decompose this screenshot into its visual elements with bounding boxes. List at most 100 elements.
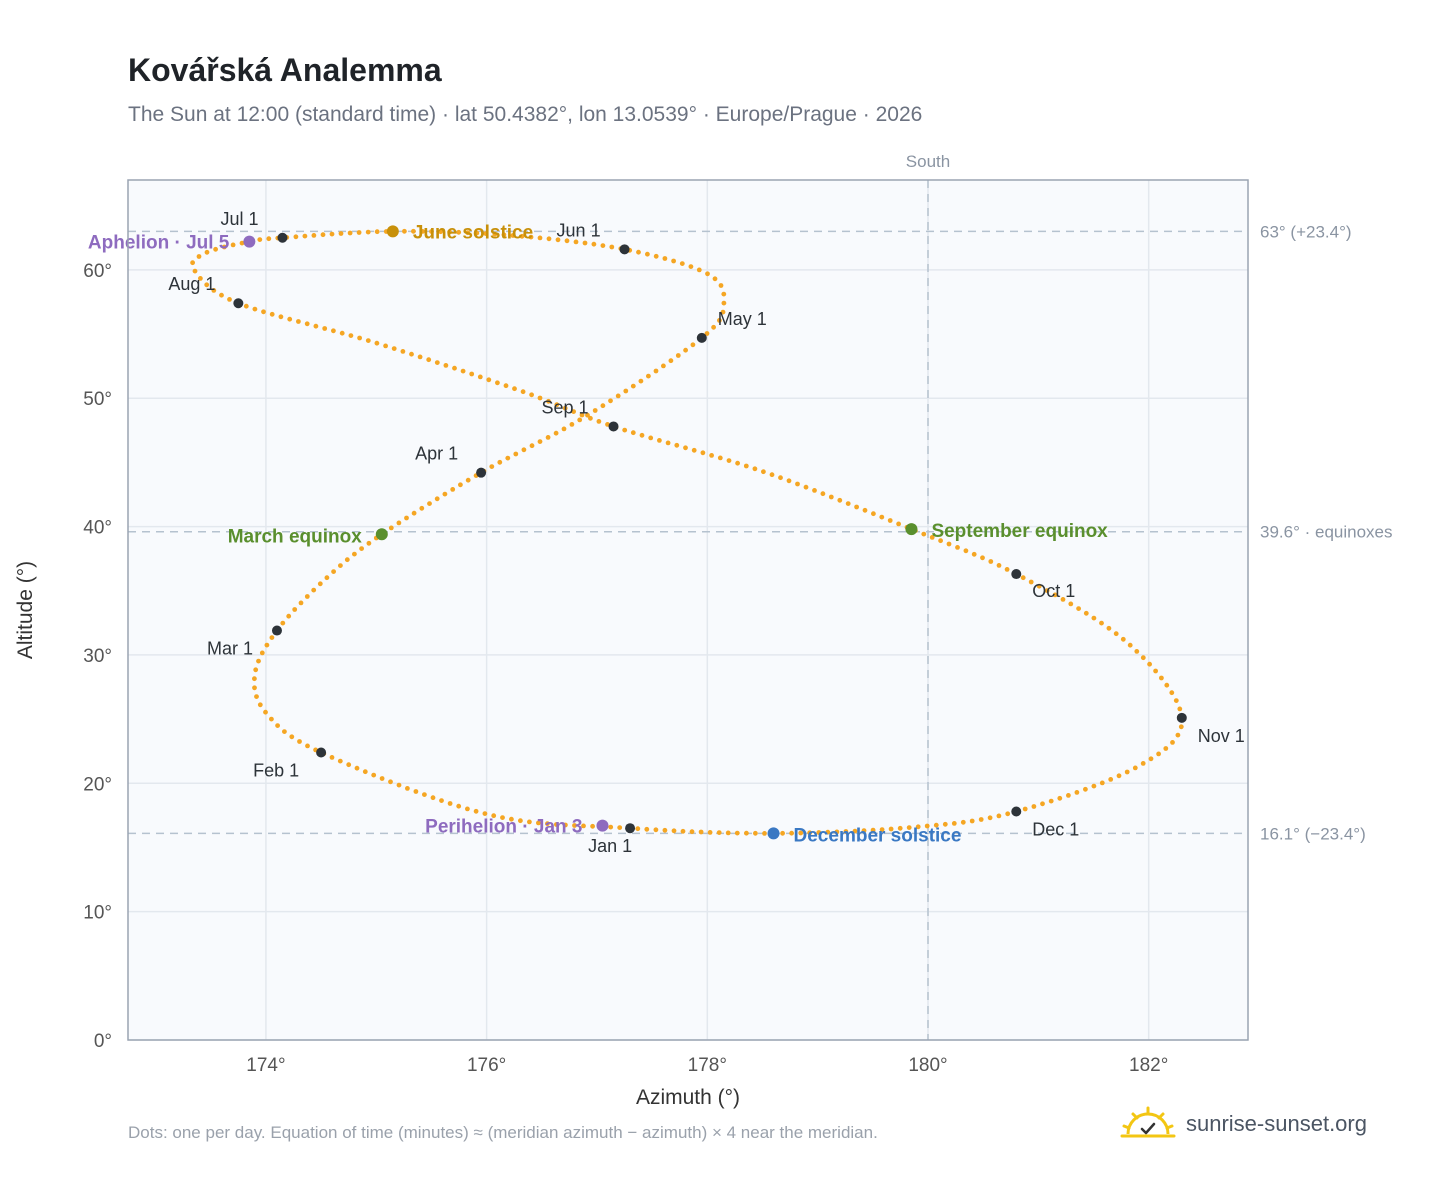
day-dot xyxy=(257,702,263,708)
day-dot xyxy=(683,347,688,353)
day-dot xyxy=(287,316,293,322)
day-dot xyxy=(906,825,912,830)
footnote: Dots: one per day. Equation of time (min… xyxy=(128,1123,878,1142)
day-dot xyxy=(674,442,680,448)
plot-frame xyxy=(127,179,1249,1041)
y-tick-label: 60° xyxy=(83,261,112,282)
day-dot xyxy=(648,435,654,441)
day-dot xyxy=(609,244,615,250)
day-dot xyxy=(852,828,858,834)
day-dot xyxy=(608,398,613,404)
day-dot xyxy=(743,463,749,469)
day-dot xyxy=(1120,636,1126,642)
day-dot xyxy=(1052,592,1058,598)
day-dot xyxy=(1057,795,1063,801)
day-dot xyxy=(622,427,628,433)
day-dot xyxy=(795,481,800,487)
day-dot xyxy=(292,607,298,612)
day-dot xyxy=(734,830,740,836)
day-dot xyxy=(1134,649,1140,654)
day-dot xyxy=(537,395,543,401)
day-dot xyxy=(1147,661,1152,667)
day-dot xyxy=(871,511,876,517)
daily-sun-positions xyxy=(190,228,1185,836)
day-dot xyxy=(420,229,425,234)
brand[interactable]: sunrise-sunset.org xyxy=(1120,1104,1367,1144)
day-dot xyxy=(304,321,310,327)
axis-ticks: 174° 176° 178° 180° 182° 0° 10° 20° 30° 40° 50° 60° xyxy=(83,261,1168,1076)
day-dot xyxy=(1060,597,1066,602)
day-dot xyxy=(434,496,440,502)
day-dot xyxy=(520,389,526,395)
day-dot xyxy=(329,755,335,760)
event-label: Aphelion · Jul 5 xyxy=(88,233,230,254)
day-dot xyxy=(573,239,579,245)
day-dot xyxy=(1048,798,1054,804)
day-dot xyxy=(465,806,470,812)
day-dot xyxy=(344,557,350,563)
day-dot xyxy=(528,234,534,240)
day-dot xyxy=(409,351,414,357)
day-dot xyxy=(275,723,280,728)
day-dot xyxy=(430,795,436,801)
day-dot xyxy=(879,827,885,832)
day-dot xyxy=(357,335,362,341)
day-dot xyxy=(671,828,677,834)
day-dot xyxy=(411,510,417,516)
reference-label: 16.1° (−23.4°) xyxy=(1260,824,1366,843)
day-dot xyxy=(402,228,407,234)
day-dot xyxy=(269,635,275,640)
day-dot xyxy=(405,786,410,791)
day-dot xyxy=(644,826,650,832)
day-dot xyxy=(519,233,525,239)
day-dot xyxy=(252,306,258,312)
day-dot xyxy=(546,236,552,242)
day-dot xyxy=(529,392,534,398)
month-label: Oct 1 xyxy=(1032,581,1075,601)
day-dot xyxy=(786,478,792,484)
day-dot xyxy=(190,260,196,266)
day-dot xyxy=(460,368,466,374)
reference-label: 39.6° · equinoxes xyxy=(1260,523,1393,542)
day-dot xyxy=(477,374,483,380)
x-tick-label: 178° xyxy=(688,1055,727,1076)
month-label: Feb 1 xyxy=(253,760,299,780)
day-dot xyxy=(348,333,354,338)
day-dot xyxy=(752,466,758,472)
day-dot xyxy=(320,232,326,238)
day-dot xyxy=(331,569,336,574)
month-marker xyxy=(625,823,636,834)
day-dot xyxy=(396,782,402,788)
day-dot xyxy=(725,830,731,836)
day-dot xyxy=(1170,740,1175,745)
event-label: Perihelion · Jan 3 xyxy=(425,817,582,838)
day-dot xyxy=(680,828,686,834)
day-dot xyxy=(204,282,210,288)
day-dot xyxy=(456,229,462,235)
day-dot xyxy=(924,823,930,829)
day-dot xyxy=(204,249,210,255)
day-dot xyxy=(338,231,344,236)
day-dot xyxy=(721,300,727,306)
day-dot xyxy=(960,819,966,825)
day-dot xyxy=(1124,769,1130,775)
month-label: Sep 1 xyxy=(542,397,589,417)
day-dot xyxy=(429,229,434,234)
day-dot xyxy=(1140,655,1146,661)
x-tick-label: 182° xyxy=(1129,1055,1168,1076)
day-dot xyxy=(447,801,453,806)
event-marker xyxy=(767,827,780,840)
day-dot xyxy=(1156,751,1161,757)
day-dot xyxy=(562,405,568,411)
day-dot xyxy=(388,779,393,785)
day-dot xyxy=(1076,606,1081,611)
day-dot xyxy=(513,451,519,457)
day-dot xyxy=(419,505,425,511)
day-dot xyxy=(812,488,817,493)
day-dot xyxy=(744,830,749,836)
day-dot xyxy=(1004,567,1010,572)
month-marker xyxy=(277,232,288,243)
day-dot xyxy=(717,318,722,323)
day-dot xyxy=(803,484,809,490)
month-label: May 1 xyxy=(718,309,767,329)
